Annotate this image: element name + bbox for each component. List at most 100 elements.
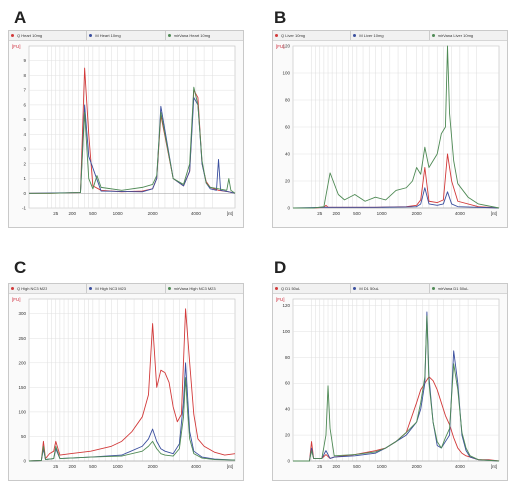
panel-c: Q High NC3 M23 M High NC3 M23 mirVana Hi… [8,283,244,481]
legend-label: mirVana Liver 10mg [437,33,474,38]
panel-b: Q Liver 10mg M Liver 10mg mirVana Liver … [272,30,508,228]
mirvana-dot-icon [167,34,171,37]
series-line-q [28,308,236,462]
series-line-q [293,153,500,209]
q-dot-icon [11,34,14,37]
y-tick-label: -1 [22,206,26,211]
plot-d: 0 20 40 60 80 100 120[FU] 25 200 500 1000 2000 4000 [… [276,297,500,469]
legend-label: Q High NC3 M23 [17,286,48,291]
x-tick-label: 25 [53,211,59,216]
legend-item-mirvana: mirVana Heart 10mg [166,31,243,40]
legend-a: Q Heart 10mg M Heart 10mg mirVana Heart … [9,31,243,41]
x-tick-label: 200 [333,211,341,216]
plot-area [28,45,236,209]
legend-item-q: Q Liver 10mg [273,31,352,40]
y-tick-label: 6 [23,102,26,107]
y-tick-label: 150 [18,385,26,390]
y-tick-label: 100 [282,329,290,334]
series-line-m [293,311,500,462]
y-tick-label: 8 [23,73,26,78]
legend-item-m: M Liver 10mg [351,31,430,40]
panel-d: Q D1 50uL M D1 50uL mirVana D1 50uL 0 20 4… [272,283,508,481]
legend-item-mirvana: mirVana High NC3 M23 [166,284,243,293]
mirvana-dot-icon [167,287,171,290]
series-line-mirvana [29,86,236,194]
y-tick-label: 0 [287,459,290,464]
y-tick-label: 40 [285,407,291,412]
y-tick-label: 3 [23,147,26,152]
x-unit-label: [nt] [227,464,233,469]
x-tick-label: 1000 [377,464,388,469]
mirvana-dot-icon [431,287,435,290]
series-line-mirvana [293,45,500,209]
y-tick-label: 40 [285,152,291,157]
y-tick-label: 80 [285,98,291,103]
y-tick-label: 120 [282,44,290,49]
x-tick-label: 500 [353,211,361,216]
y-tick-label: 4 [23,132,26,137]
x-tick-label: 200 [69,211,77,216]
x-tick-label: 2000 [148,211,159,216]
y-tick-label: 50 [21,434,27,439]
x-tick-label: 500 [353,464,361,469]
legend-label: mirVana Heart 10mg [173,33,211,38]
legend-item-m: M D1 50uL [351,284,430,293]
y-tick-label: 1 [23,176,26,181]
y-unit-label: [FU] [12,297,21,302]
x-tick-label: 4000 [455,211,466,216]
y-tick-label: 0 [23,459,26,464]
q-dot-icon [275,287,278,290]
q-dot-icon [11,287,14,290]
legend-label: Q D1 50uL [281,286,301,291]
m-dot-icon [353,287,357,290]
panel-letter-d: D [274,258,287,277]
m-dot-icon [89,34,93,37]
y-tick-label: 80 [285,355,291,360]
x-tick-label: 4000 [455,464,466,469]
x-tick-label: 2000 [412,464,423,469]
legend-item-mirvana: mirVana Liver 10mg [430,31,507,40]
y-unit-label: [FU] [12,44,21,49]
panel-letter-b: B [274,8,287,27]
y-tick-label: 0 [287,206,290,211]
y-tick-label: 20 [285,433,291,438]
legend-label: Q Liver 10mg [281,33,306,38]
y-tick-label: 60 [285,125,291,130]
y-tick-label: 60 [285,381,291,386]
x-tick-label: 4000 [191,464,202,469]
plot-a: -1 0 1 2 3 4 5 6 7 8 9 [FU] 25 200 500 1000 2000 4000 [nt] [12,44,236,216]
y-tick-label: 0 [23,191,26,196]
y-tick-label: 120 [282,303,290,308]
x-tick-label: 25 [317,211,323,216]
plot-b: 0 20 40 60 80 100 120[FU] 25 200 500 1000 2000 4000 [… [276,44,500,216]
mirvana-dot-icon [431,34,435,37]
legend-item-q: Q High NC3 M23 [9,284,88,293]
series-line-m [28,97,236,194]
x-tick-label: 1000 [113,464,124,469]
legend-label: M High NC3 M23 [95,286,127,291]
plot-area [292,298,500,462]
x-tick-label: 500 [89,464,97,469]
series-line-m [292,187,500,209]
y-tick-label: 9 [23,58,26,63]
y-tick-label: 100 [18,409,26,414]
legend-d: Q D1 50uL M D1 50uL mirVana D1 50uL [273,284,507,294]
legend-label: M Liver 10mg [359,33,384,38]
y-tick-label: 7 [23,88,26,93]
series-line-mirvana [293,315,500,462]
y-tick-label: 2 [23,161,26,166]
x-tick-label: 25 [53,464,59,469]
x-unit-label: [nt] [491,211,497,216]
legend-item-q: Q Heart 10mg [9,31,88,40]
legend-item-m: M High NC3 M23 [87,284,166,293]
legend-c: Q High NC3 M23 M High NC3 M23 mirVana Hi… [9,284,243,294]
legend-label: M D1 50uL [359,286,379,291]
legend-item-q: Q D1 50uL [273,284,352,293]
y-tick-label: 300 [18,311,26,316]
q-dot-icon [275,34,278,37]
x-tick-label: 1000 [113,211,124,216]
y-tick-label: 250 [18,336,26,341]
m-dot-icon [89,287,93,290]
x-tick-label: 500 [89,211,97,216]
y-tick-label: 20 [285,179,291,184]
